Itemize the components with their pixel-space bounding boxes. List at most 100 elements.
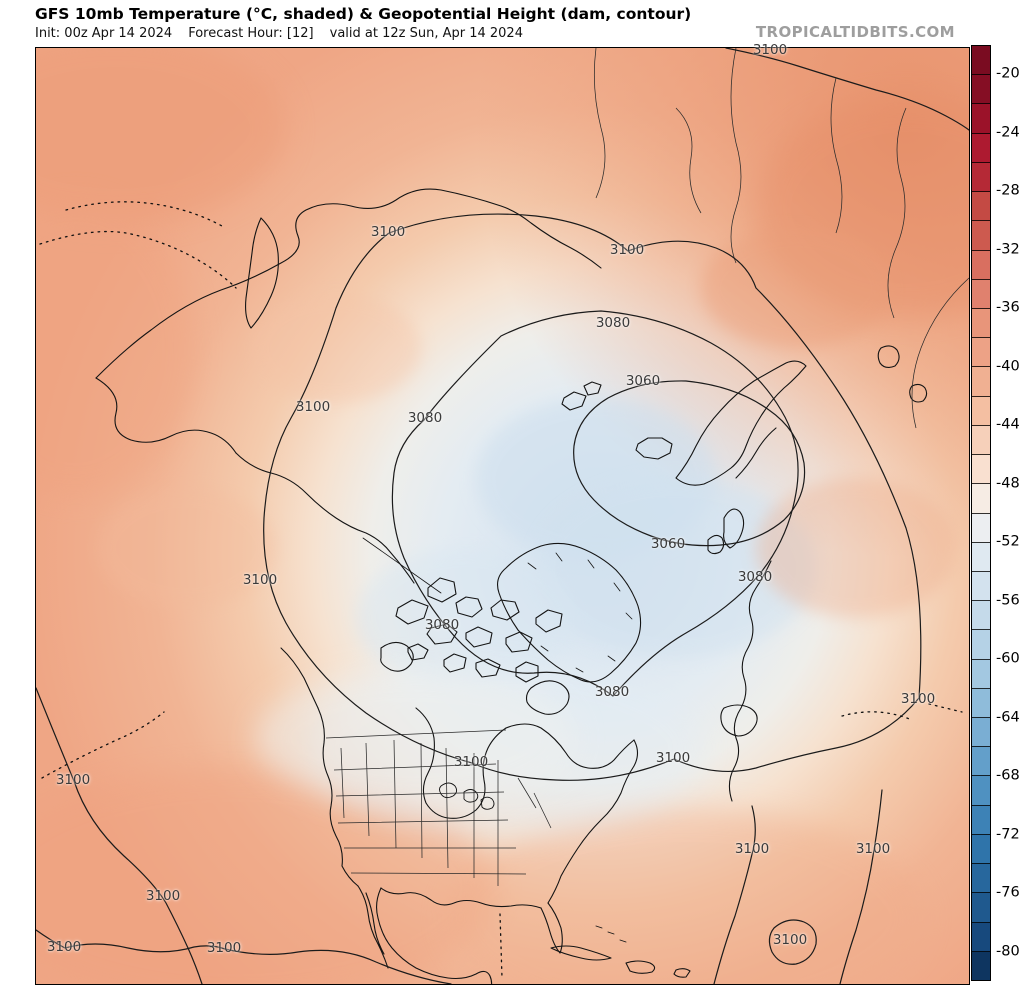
dotted-contours-layer bbox=[39, 201, 963, 979]
valid-time: valid at 12z Sun, Apr 14 2024 bbox=[329, 26, 523, 41]
model-run-info: Init: 00z Apr 14 2024 Forecast Hour: [12]… bbox=[35, 26, 539, 41]
colorbar-segment bbox=[972, 455, 990, 485]
colorbar-segment bbox=[972, 104, 990, 134]
baltic-coast bbox=[735, 427, 777, 479]
us-canada-border bbox=[325, 729, 507, 739]
contour-3100-bottom-left bbox=[36, 929, 452, 984]
colorbar-tick-label: -60 bbox=[996, 650, 1020, 667]
dotted-line-right bbox=[841, 703, 963, 721]
uk-coast bbox=[707, 508, 745, 555]
map-frame bbox=[35, 47, 970, 985]
greenland-coast bbox=[497, 542, 642, 683]
colorbar-segment bbox=[972, 747, 990, 777]
contour-3100-atlantic-b bbox=[839, 789, 883, 984]
colorbar-tick-label: -44 bbox=[996, 416, 1020, 433]
map-canvas bbox=[36, 48, 969, 984]
cuba-coast bbox=[550, 945, 612, 961]
colorbar-segment bbox=[972, 484, 990, 514]
mexico-east-coast bbox=[375, 887, 493, 984]
colorbar-tick-label: -80 bbox=[996, 943, 1020, 960]
colorbar-tick-label: -20 bbox=[996, 65, 1020, 82]
colorbar-segment bbox=[972, 513, 990, 543]
alaska-coast bbox=[235, 452, 415, 584]
colorbar bbox=[971, 45, 991, 981]
greenland-fjords bbox=[527, 552, 633, 673]
colorbar-segment bbox=[972, 864, 990, 894]
colorbar-tick-label: -24 bbox=[996, 124, 1020, 141]
colorbar-segment bbox=[972, 192, 990, 222]
borders-layer bbox=[325, 48, 969, 886]
watermark-logo: TROPICALTIDBITS.COM bbox=[755, 23, 955, 41]
init-time: Init: 00z Apr 14 2024 bbox=[35, 26, 173, 41]
iceland-coast bbox=[635, 437, 673, 460]
contour-3080-ring bbox=[391, 310, 799, 697]
colorbar-tick-label: -72 bbox=[996, 826, 1020, 843]
colorbar-segment bbox=[972, 718, 990, 748]
contour-3100-ring bbox=[263, 213, 922, 781]
colorbar-tick-label: -36 bbox=[996, 299, 1020, 316]
us-state-borders bbox=[333, 739, 552, 886]
colorbar-segment bbox=[972, 601, 990, 631]
gulf-coast bbox=[380, 887, 542, 909]
colorbar-tick-label: -32 bbox=[996, 241, 1020, 258]
europe-atlantic-coast bbox=[728, 560, 772, 802]
shading-texture bbox=[36, 48, 969, 984]
colorbar-segment bbox=[972, 396, 990, 426]
colorbar-segment bbox=[972, 46, 990, 76]
colorbar-segment bbox=[972, 308, 990, 339]
colorbar-segment bbox=[972, 250, 990, 280]
colorbar-segment bbox=[972, 75, 990, 105]
bahamas-islands bbox=[595, 925, 627, 943]
contour-3060-ring bbox=[573, 380, 806, 547]
baja-peninsula bbox=[357, 885, 389, 969]
russia-internal-borders bbox=[593, 48, 969, 429]
colorbar-segment bbox=[972, 425, 990, 456]
forecast-hour: Forecast Hour: [12] bbox=[188, 26, 314, 41]
colorbar-segment bbox=[972, 922, 990, 952]
colorbar-tick-label: -52 bbox=[996, 533, 1020, 550]
colorbar-segment bbox=[972, 162, 990, 193]
iberia-coast bbox=[720, 704, 758, 737]
scandinavia-coast bbox=[675, 360, 807, 486]
colorbar-segment bbox=[972, 279, 990, 309]
great-lakes bbox=[439, 782, 495, 810]
us-west-coast bbox=[317, 707, 359, 887]
florida-peninsula bbox=[540, 902, 563, 954]
height-contours-layer bbox=[36, 48, 969, 984]
colorbar-tick-label: -76 bbox=[996, 884, 1020, 901]
kamchatka-peninsula bbox=[245, 217, 279, 329]
us-east-coast bbox=[547, 739, 639, 904]
colorbar-segments bbox=[972, 46, 990, 980]
colorbar-segment bbox=[972, 367, 990, 397]
colorbar-segment bbox=[972, 951, 990, 980]
colorbar-segment bbox=[972, 133, 990, 163]
alaska-canada-border bbox=[362, 537, 442, 594]
colorbar-tick-label: -64 bbox=[996, 709, 1020, 726]
colorbar-segment bbox=[972, 542, 990, 572]
colorbar-tick-label: -40 bbox=[996, 358, 1020, 375]
caspian-black-seas bbox=[877, 345, 928, 403]
svalbard-islands bbox=[561, 381, 602, 411]
contour-3100-atlantic-a bbox=[713, 805, 756, 984]
colorbar-segment bbox=[972, 630, 990, 660]
colorbar-segment bbox=[972, 893, 990, 923]
colorbar-segment bbox=[972, 688, 990, 719]
colorbar-segment bbox=[972, 776, 990, 806]
colorbar-segment bbox=[972, 805, 990, 835]
hispaniola-coast bbox=[625, 960, 691, 978]
canadian-arctic-islands bbox=[380, 577, 570, 715]
dotted-line-upper-left-b bbox=[65, 201, 223, 227]
coastlines-layer bbox=[95, 188, 928, 984]
colorbar-segment bbox=[972, 338, 990, 368]
page-title: GFS 10mb Temperature (°C, shaded) & Geop… bbox=[35, 5, 692, 23]
dotted-line-bottom-center bbox=[499, 913, 503, 979]
colorbar-segment bbox=[972, 571, 990, 602]
chukotka-coast bbox=[95, 377, 237, 454]
colorbar-segment bbox=[972, 221, 990, 251]
colorbar-tick-label: -48 bbox=[996, 475, 1020, 492]
contour-3100-atlantic-loop bbox=[768, 919, 817, 965]
labrador-coast bbox=[505, 723, 635, 769]
contour-3100-topright-arc bbox=[725, 48, 969, 131]
colorbar-tick-label: -56 bbox=[996, 592, 1020, 609]
colorbar-tick-label: -28 bbox=[996, 182, 1020, 199]
